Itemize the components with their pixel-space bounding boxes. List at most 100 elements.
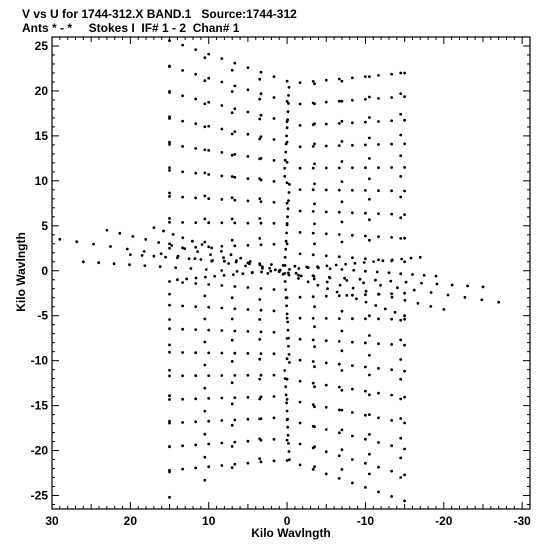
uv-point	[285, 438, 289, 442]
uv-point	[284, 385, 288, 389]
uv-point	[220, 244, 224, 248]
uv-point	[396, 286, 399, 290]
uv-point	[284, 393, 288, 397]
uv-point	[298, 188, 302, 192]
uv-point	[362, 281, 365, 285]
uv-point	[194, 221, 198, 225]
uv-point	[411, 273, 414, 276]
uv-point	[118, 231, 122, 235]
uv-point	[194, 328, 198, 331]
uv-point	[377, 367, 380, 370]
uv-point	[287, 344, 290, 348]
uv-point	[181, 421, 185, 424]
uv-point	[220, 151, 224, 154]
uv-point	[246, 308, 250, 311]
uv-point	[189, 267, 193, 270]
uv-point	[324, 361, 328, 365]
uv-point	[285, 312, 289, 316]
uv-point	[335, 290, 339, 294]
y-tick-label: -20	[31, 444, 49, 458]
uv-point	[399, 71, 403, 75]
uv-point	[230, 68, 234, 72]
uv-point	[284, 142, 288, 146]
uv-point	[311, 231, 315, 235]
uv-point	[233, 329, 237, 333]
uv-point	[213, 274, 217, 278]
uv-point	[285, 401, 288, 405]
uv-point	[168, 343, 171, 347]
uv-point	[340, 200, 344, 204]
uv-point	[259, 308, 263, 312]
uv-point	[203, 125, 207, 129]
uv-point	[374, 304, 378, 307]
uv-point	[390, 96, 393, 99]
uv-point	[368, 116, 371, 119]
uv-point	[311, 188, 315, 192]
uv-point	[298, 421, 302, 425]
uv-point	[324, 383, 328, 387]
uv-point	[232, 273, 235, 276]
uv-point	[272, 437, 276, 441]
uv-point	[285, 304, 288, 308]
uv-point	[203, 317, 207, 321]
uv-point	[298, 442, 302, 446]
uv-point	[497, 300, 501, 304]
uv-point	[288, 361, 291, 364]
uv-point	[390, 295, 394, 299]
uv-point	[207, 100, 211, 104]
uv-point	[246, 352, 250, 355]
uv-point	[399, 237, 403, 240]
uv-point	[311, 123, 315, 127]
uv-point	[168, 191, 171, 195]
uv-point	[377, 292, 381, 296]
uv-point	[233, 107, 237, 111]
uv-point	[403, 291, 406, 295]
uv-point	[340, 268, 344, 271]
uv-point	[403, 236, 406, 240]
uv-point	[230, 402, 234, 406]
uv-point	[142, 250, 146, 253]
uv-point	[194, 466, 198, 470]
uv-point	[364, 365, 367, 369]
uv-point	[287, 273, 291, 277]
uv-point	[162, 229, 165, 233]
uv-point	[164, 255, 168, 259]
uv-point	[230, 238, 234, 242]
uv-point	[399, 154, 403, 158]
uv-point	[194, 122, 198, 126]
uv-point	[298, 145, 302, 149]
uv-point	[259, 330, 263, 334]
uv-point	[220, 374, 224, 377]
uv-point	[368, 314, 371, 318]
uv-point	[311, 101, 315, 105]
uv-point	[284, 239, 288, 243]
uv-point	[246, 243, 250, 247]
uv-point	[337, 77, 341, 81]
uv-point	[399, 216, 403, 220]
uv-point	[283, 280, 287, 283]
uv-point	[246, 199, 250, 203]
uv-point	[272, 416, 276, 420]
chart-title-line-1: V vs U for 1744-312.X BAND.1 Source:1744…	[22, 7, 297, 21]
uv-point	[170, 244, 174, 247]
uv-point	[207, 397, 211, 400]
uv-point	[324, 405, 328, 409]
uv-point	[259, 287, 263, 290]
uv-point	[434, 274, 438, 278]
uv-point	[313, 222, 316, 226]
uv-point	[377, 189, 380, 193]
uv-point	[168, 398, 171, 401]
uv-point	[181, 304, 185, 308]
uv-point	[324, 254, 328, 258]
uv-point	[203, 79, 207, 83]
uv-point	[327, 275, 331, 279]
uv-point	[105, 228, 109, 232]
uv-point	[298, 252, 302, 256]
uv-point	[233, 244, 237, 248]
uv-point	[152, 226, 156, 230]
uv-point	[306, 280, 310, 284]
uv-point	[313, 465, 316, 469]
uv-point	[403, 142, 406, 146]
y-tick-label: -25	[31, 489, 49, 503]
